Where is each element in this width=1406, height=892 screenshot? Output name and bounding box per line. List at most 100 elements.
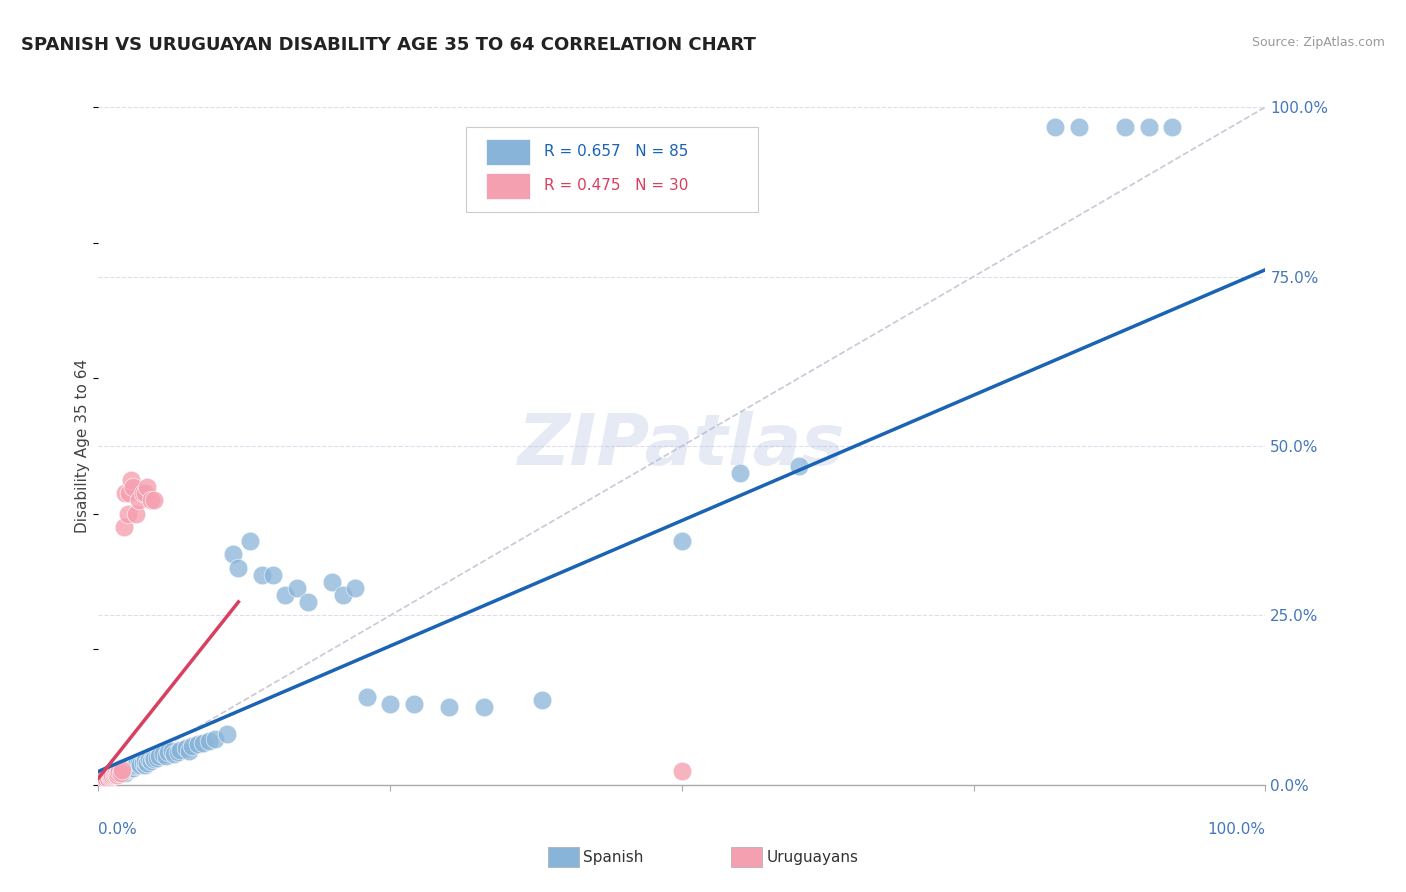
Point — [108, 765, 131, 780]
Point — [98, 770, 121, 784]
Point — [128, 756, 150, 770]
Point — [108, 763, 131, 777]
Point — [104, 765, 127, 780]
Point — [1161, 120, 1184, 135]
Point — [530, 693, 553, 707]
Point — [143, 493, 166, 508]
Point — [472, 700, 495, 714]
Point — [344, 582, 367, 596]
Point — [142, 751, 165, 765]
Point — [94, 770, 117, 784]
Point — [114, 765, 136, 780]
Point — [111, 761, 134, 775]
Point — [146, 751, 169, 765]
Point — [110, 765, 132, 780]
Point — [125, 757, 148, 772]
Point — [111, 763, 134, 777]
Point — [118, 762, 141, 776]
Point — [163, 747, 186, 762]
Point — [297, 595, 319, 609]
Point — [107, 765, 129, 780]
Text: Spanish: Spanish — [583, 850, 644, 864]
Text: R = 0.657   N = 85: R = 0.657 N = 85 — [544, 145, 689, 160]
Point — [262, 567, 284, 582]
Point — [101, 768, 124, 782]
Point — [98, 765, 121, 780]
Point — [105, 766, 128, 780]
Point — [134, 486, 156, 500]
Point — [187, 737, 209, 751]
Point — [143, 752, 166, 766]
Point — [125, 507, 148, 521]
Text: ZIPatlas: ZIPatlas — [519, 411, 845, 481]
Y-axis label: Disability Age 35 to 64: Disability Age 35 to 64 — [75, 359, 90, 533]
Point — [174, 740, 197, 755]
Point — [157, 746, 180, 760]
Point — [402, 697, 425, 711]
Point — [166, 746, 188, 760]
Point — [180, 739, 202, 753]
FancyBboxPatch shape — [465, 128, 758, 212]
Point — [114, 486, 136, 500]
Point — [198, 734, 221, 748]
Point — [134, 754, 156, 768]
Point — [105, 768, 128, 782]
Point — [125, 756, 148, 771]
Point — [100, 768, 122, 782]
Point — [103, 768, 125, 782]
Point — [193, 736, 215, 750]
Point — [437, 700, 460, 714]
Point — [93, 771, 115, 785]
Point — [91, 772, 114, 787]
Point — [103, 768, 125, 782]
Point — [274, 588, 297, 602]
Point — [118, 486, 141, 500]
Point — [104, 764, 127, 779]
Point — [120, 473, 142, 487]
Point — [98, 768, 121, 782]
Point — [117, 763, 139, 777]
Point — [250, 567, 273, 582]
Point — [104, 768, 127, 782]
Point — [730, 466, 752, 480]
Point — [228, 561, 250, 575]
Point — [132, 756, 155, 771]
Point — [1045, 120, 1067, 135]
Point — [122, 761, 145, 775]
Point — [117, 507, 139, 521]
Point — [110, 765, 132, 780]
Point — [98, 770, 121, 784]
Point — [136, 756, 159, 770]
Point — [94, 770, 117, 784]
Point — [136, 480, 159, 494]
Text: 100.0%: 100.0% — [1208, 822, 1265, 838]
Point — [285, 582, 308, 596]
Point — [108, 764, 131, 779]
Point — [112, 520, 135, 534]
Point — [96, 769, 118, 783]
Point — [152, 747, 174, 762]
Text: SPANISH VS URUGUAYAN DISABILITY AGE 35 TO 64 CORRELATION CHART: SPANISH VS URUGUAYAN DISABILITY AGE 35 T… — [21, 36, 756, 54]
Text: R = 0.475   N = 30: R = 0.475 N = 30 — [544, 178, 689, 194]
Point — [129, 757, 152, 772]
Point — [138, 752, 160, 766]
Point — [671, 533, 693, 548]
Point — [204, 731, 226, 746]
Point — [100, 769, 122, 783]
Text: Source: ZipAtlas.com: Source: ZipAtlas.com — [1251, 36, 1385, 49]
Point — [215, 727, 238, 741]
Point — [787, 459, 810, 474]
Point — [124, 759, 146, 773]
Text: Uruguayans: Uruguayans — [766, 850, 858, 864]
Point — [132, 486, 155, 500]
Point — [332, 588, 354, 602]
Point — [1067, 120, 1090, 135]
Point — [1137, 120, 1160, 135]
Point — [101, 767, 124, 781]
Point — [104, 767, 127, 781]
Point — [107, 767, 129, 781]
Point — [128, 493, 150, 508]
Point — [160, 744, 183, 758]
Point — [97, 771, 120, 785]
Point — [148, 749, 170, 764]
